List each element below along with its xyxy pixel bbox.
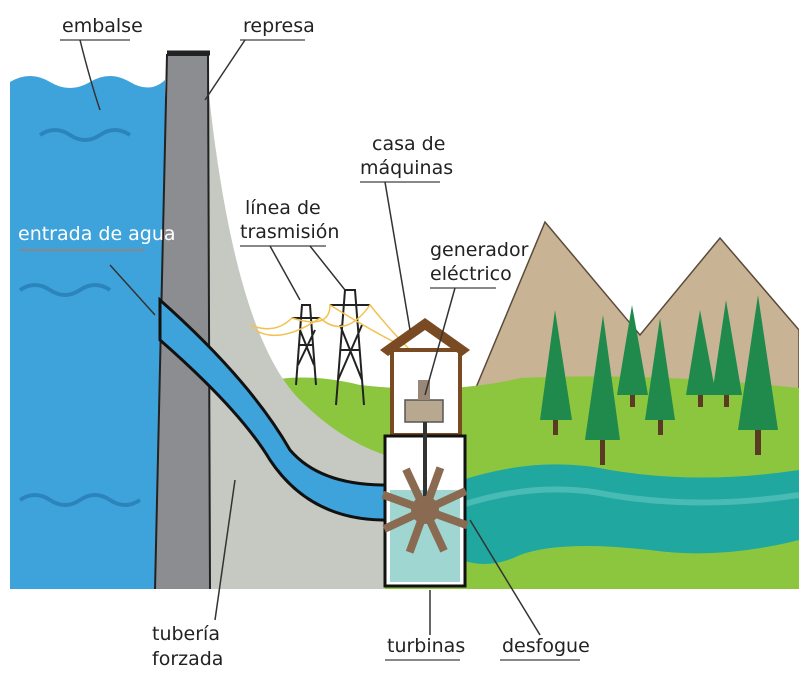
dam-face: [200, 55, 385, 590]
towers: [292, 289, 370, 406]
label: casa de: [372, 133, 445, 155]
label: máquinas: [360, 157, 453, 179]
trees: [540, 295, 778, 465]
reservoir: [10, 76, 165, 590]
label: tubería: [152, 623, 220, 645]
river-bank: [461, 486, 799, 508]
label: represa: [243, 15, 315, 37]
label: eléctrico: [430, 263, 512, 285]
waves: [18, 128, 142, 507]
power-lines: [249, 303, 411, 351]
powerhouse: [380, 318, 470, 588]
label: turbinas: [387, 635, 465, 657]
label: línea de: [245, 197, 321, 219]
label: entrada de agua: [18, 223, 176, 245]
label: trasmisión: [240, 221, 339, 243]
labels: embalse represa casa de máquinas línea d…: [18, 15, 590, 670]
label: embalse: [62, 15, 143, 37]
label: generador: [430, 239, 529, 261]
label: desfogue: [502, 635, 590, 657]
label: forzada: [152, 648, 223, 670]
leaders: [20, 39, 580, 661]
